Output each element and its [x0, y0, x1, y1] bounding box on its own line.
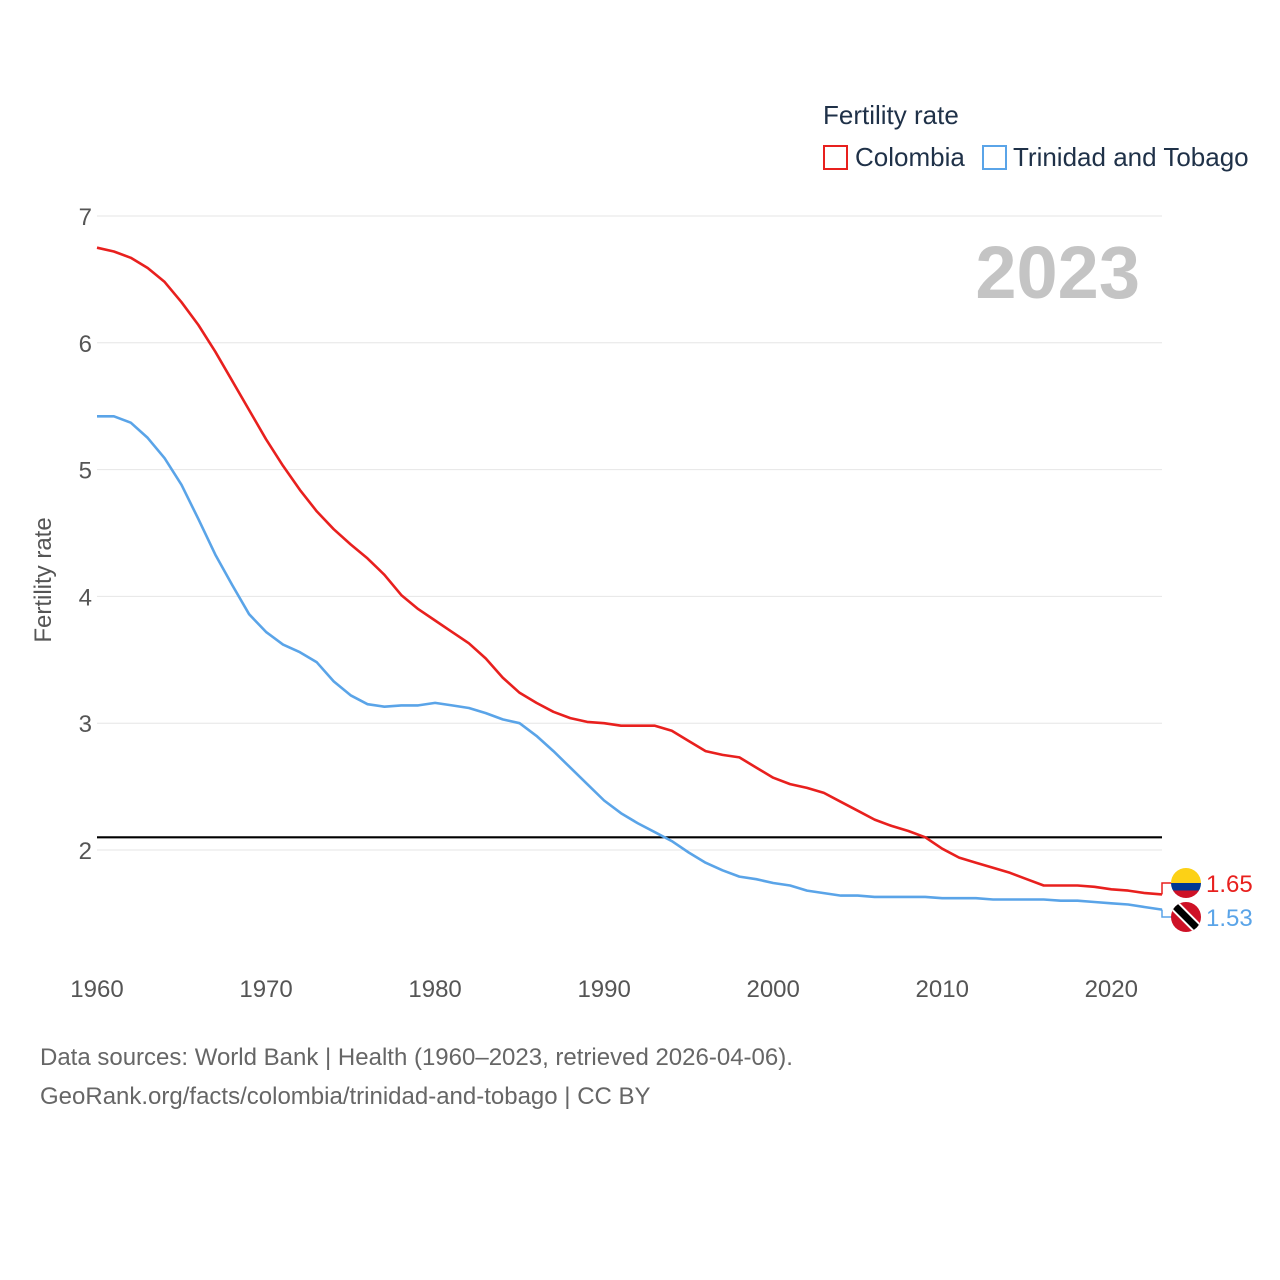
source-url: GeoRank.org/facts/colombia/trinidad-and-… — [40, 1083, 651, 1110]
x-tick-label: 1990 — [577, 976, 630, 1003]
series-lines — [96, 246, 1163, 911]
y-tick-label: 6 — [79, 331, 92, 358]
legend-label: Colombia — [855, 142, 965, 172]
x-tick-label: 1980 — [408, 976, 461, 1003]
y-tick-label: 2 — [79, 838, 92, 865]
x-tick-label: 2000 — [746, 976, 799, 1003]
x-axis-ticks: 1960 1970 1980 1990 2000 2010 2020 — [70, 976, 1138, 1003]
end-connector — [1161, 882, 1172, 895]
source-line: Data sources: World Bank | Health (1960–… — [40, 1044, 793, 1071]
x-tick-label: 2010 — [916, 976, 969, 1003]
x-tick-label: 1970 — [239, 976, 292, 1003]
legend-item[interactable]: Colombia — [823, 142, 965, 172]
legend: Fertility rate Colombia Trinidad and Toba… — [823, 100, 1249, 172]
end-markers: 1.65 1.53 — [1161, 868, 1253, 932]
series-line-colombia — [96, 246, 1163, 896]
series-line-trinidad-and-tobago — [97, 415, 1163, 911]
legend-swatch — [823, 145, 848, 170]
legend-title: Fertility rate — [823, 100, 959, 130]
y-tick-label: 4 — [79, 584, 92, 611]
end-connector — [1161, 909, 1172, 918]
y-axis-title: Fertility rate — [30, 517, 57, 642]
y-tick-label: 5 — [79, 458, 92, 485]
x-tick-label: 1960 — [70, 976, 123, 1003]
x-tick-label: 2020 — [1085, 976, 1138, 1003]
legend-item[interactable]: Trinidad and Tobago — [982, 142, 1249, 172]
end-value-label: 1.53 — [1206, 905, 1253, 932]
colombia-flag-icon — [1171, 868, 1201, 898]
trinidad-and-tobago-flag-icon — [1171, 902, 1201, 932]
legend-label: Trinidad and Tobago — [1013, 142, 1249, 172]
end-value-label: 1.65 — [1206, 871, 1253, 898]
y-tick-label: 3 — [79, 711, 92, 738]
legend-swatch — [982, 145, 1007, 170]
y-tick-label: 7 — [79, 204, 92, 231]
gridlines — [97, 215, 1162, 851]
year-label: 2023 — [975, 231, 1140, 314]
y-axis-ticks: 2 3 4 5 6 7 — [79, 204, 92, 865]
